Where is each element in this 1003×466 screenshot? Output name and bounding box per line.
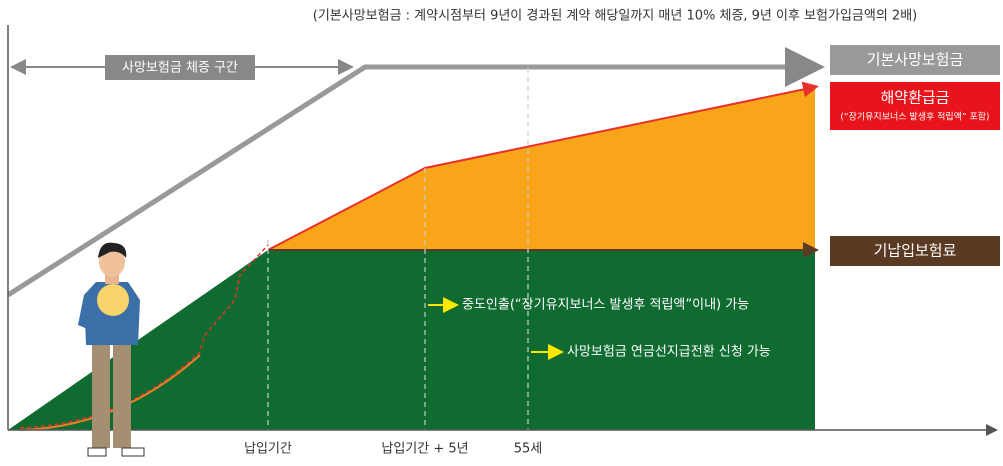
x-label: 납입기간 + 5년 <box>381 442 468 457</box>
person-illustration <box>78 242 145 457</box>
range-box <box>105 55 255 80</box>
legend-label: 기납입보험료 <box>874 242 957 260</box>
legend-sub: (“장기유지보너스 발생후 적립액” 포함) <box>840 111 989 123</box>
surrender-area <box>268 87 815 250</box>
death-line <box>6 47 825 298</box>
range-label: 사망보험금 체증 구간 <box>122 61 238 76</box>
legend-label: 해약환급금 <box>880 89 949 107</box>
note: (기본사망보험금 : 계약시점부터 9년이 경과된 계약 해당일까지 매년 10… <box>313 9 917 24</box>
legend-box <box>830 236 1000 266</box>
paid-area <box>8 250 815 430</box>
x-label: 납입기간 <box>244 442 292 457</box>
annotation: 중도인출(“장기유지보너스 발생후 적립액”이내) 가능 <box>462 298 749 313</box>
guides <box>267 68 529 430</box>
legend-label: 기본사망보험금 <box>867 51 964 69</box>
legend-box <box>830 45 1000 75</box>
early-line <box>19 244 269 429</box>
x-label: 55세 <box>514 442 543 457</box>
legend-box <box>830 82 1000 130</box>
annotation: 사망보험금 연금선지급전환 신청 가능 <box>567 345 771 360</box>
